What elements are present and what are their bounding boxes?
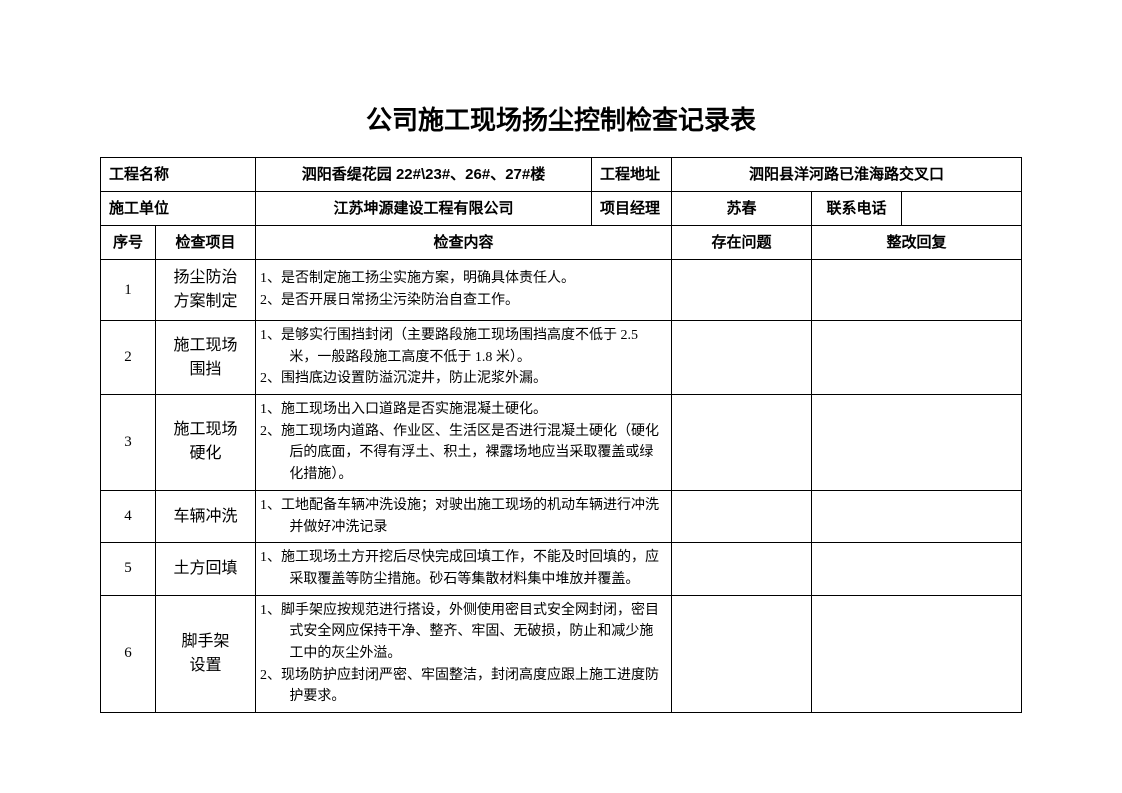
table-row: 1扬尘防治方案制定1、是否制定施工扬尘实施方案，明确具体责任人。2、是否开展日常… [101,260,1022,321]
cell-no: 1 [101,260,156,321]
cell-content: 1、脚手架应按规范进行搭设，外侧使用密目式安全网封闭，密目式安全网应保持干净、整… [256,595,672,712]
cell-issue [672,490,812,542]
value-project-manager: 苏春 [672,192,812,226]
value-project-name: 泗阳香缇花园 22#\23#、26#、27#楼 [256,158,592,192]
page: 公司施工现场扬尘控制检查记录表 工程名称 泗阳香缇花园 22#\23#、26#、… [0,0,1122,753]
info-row-2: 施工单位 江苏坤源建设工程有限公司 项目经理 苏春 联系电话 [101,192,1022,226]
label-project-name: 工程名称 [101,158,256,192]
content-line: 2、施工现场内道路、作业区、生活区是否进行混凝土硬化（硬化后的底面，不得有浮土、… [260,421,665,486]
content-line: 1、是否制定施工扬尘实施方案，明确具体责任人。 [260,268,665,290]
col-reply: 整改回复 [812,226,1022,260]
col-content: 检查内容 [256,226,672,260]
cell-item: 施工现场硬化 [156,395,256,491]
content-line: 1、施工现场出入口道路是否实施混凝土硬化。 [260,399,665,421]
cell-reply [812,595,1022,712]
cell-issue [672,321,812,395]
cell-item: 脚手架设置 [156,595,256,712]
content-line: 1、施工现场土方开挖后尽快完成回填工作，不能及时回填的，应采取覆盖等防尘措施。砂… [260,547,665,590]
cell-content: 1、工地配备车辆冲洗设施；对驶出施工现场的机动车辆进行冲洗并做好冲洗记录 [256,490,672,542]
cell-issue [672,395,812,491]
label-contact-phone: 联系电话 [812,192,902,226]
label-project-manager: 项目经理 [592,192,672,226]
label-construction-unit: 施工单位 [101,192,256,226]
cell-content: 1、施工现场出入口道路是否实施混凝土硬化。2、施工现场内道路、作业区、生活区是否… [256,395,672,491]
content-line: 1、是够实行围挡封闭（主要路段施工现场围挡高度不低于 2.5 米，一般路段施工高… [260,325,665,368]
cell-item: 车辆冲洗 [156,490,256,542]
cell-item: 土方回填 [156,543,256,595]
table-row: 4车辆冲洗1、工地配备车辆冲洗设施；对驶出施工现场的机动车辆进行冲洗并做好冲洗记… [101,490,1022,542]
content-line: 2、是否开展日常扬尘污染防治自查工作。 [260,290,665,312]
table-row: 3施工现场硬化1、施工现场出入口道路是否实施混凝土硬化。2、施工现场内道路、作业… [101,395,1022,491]
table-row: 6脚手架设置1、脚手架应按规范进行搭设，外侧使用密目式安全网封闭，密目式安全网应… [101,595,1022,712]
cell-item: 施工现场围挡 [156,321,256,395]
value-contact-phone [902,192,1022,226]
info-row-1: 工程名称 泗阳香缇花园 22#\23#、26#、27#楼 工程地址 泗阳县洋河路… [101,158,1022,192]
value-project-addr: 泗阳县洋河路已淮海路交叉口 [672,158,1022,192]
value-construction-unit: 江苏坤源建设工程有限公司 [256,192,592,226]
cell-no: 3 [101,395,156,491]
content-line: 1、工地配备车辆冲洗设施；对驶出施工现场的机动车辆进行冲洗并做好冲洗记录 [260,495,665,538]
cell-content: 1、是够实行围挡封闭（主要路段施工现场围挡高度不低于 2.5 米，一般路段施工高… [256,321,672,395]
cell-reply [812,490,1022,542]
page-title: 公司施工现场扬尘控制检查记录表 [100,100,1022,137]
label-project-addr: 工程地址 [592,158,672,192]
cell-no: 5 [101,543,156,595]
content-line: 1、脚手架应按规范进行搭设，外侧使用密目式安全网封闭，密目式安全网应保持干净、整… [260,600,665,665]
cell-no: 2 [101,321,156,395]
cell-reply [812,395,1022,491]
cell-issue [672,260,812,321]
cell-no: 4 [101,490,156,542]
table-row: 5土方回填1、施工现场土方开挖后尽快完成回填工作，不能及时回填的，应采取覆盖等防… [101,543,1022,595]
cell-issue [672,595,812,712]
cell-item: 扬尘防治方案制定 [156,260,256,321]
inspection-table: 工程名称 泗阳香缇花园 22#\23#、26#、27#楼 工程地址 泗阳县洋河路… [100,157,1022,713]
content-line: 2、围挡底边设置防溢沉淀井，防止泥浆外漏。 [260,368,665,390]
cell-no: 6 [101,595,156,712]
column-header-row: 序号 检查项目 检查内容 存在问题 整改回复 [101,226,1022,260]
col-issue: 存在问题 [672,226,812,260]
cell-issue [672,543,812,595]
cell-content: 1、是否制定施工扬尘实施方案，明确具体责任人。2、是否开展日常扬尘污染防治自查工… [256,260,672,321]
table-row: 2施工现场围挡1、是够实行围挡封闭（主要路段施工现场围挡高度不低于 2.5 米，… [101,321,1022,395]
cell-content: 1、施工现场土方开挖后尽快完成回填工作，不能及时回填的，应采取覆盖等防尘措施。砂… [256,543,672,595]
cell-reply [812,260,1022,321]
content-line: 2、现场防护应封闭严密、牢固整洁，封闭高度应跟上施工进度防护要求。 [260,665,665,708]
col-no: 序号 [101,226,156,260]
cell-reply [812,543,1022,595]
col-item: 检查项目 [156,226,256,260]
cell-reply [812,321,1022,395]
